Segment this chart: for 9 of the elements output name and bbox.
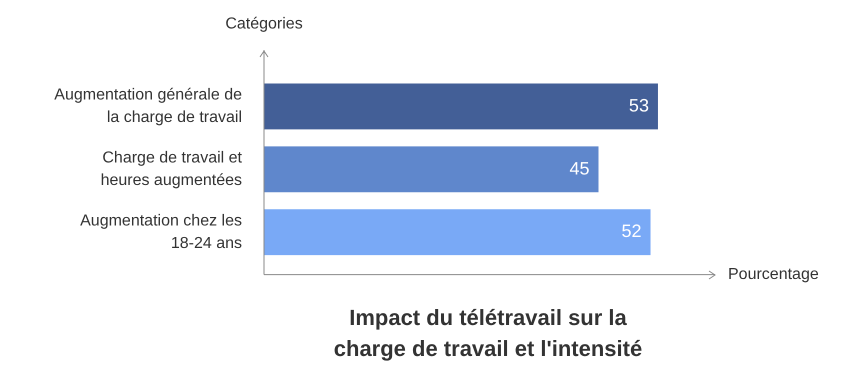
text: Impact du télétravail sur la charge de travail et l'intensité (332, 304, 644, 363)
y-tick-label: Charge de travail et heures augmentées (100, 150, 243, 189)
data-label: 52 (622, 221, 642, 242)
y-axis-title: Catégories (225, 15, 303, 32)
y-tick-label: Augmentation chez les 18-24 ans (80, 212, 242, 252)
data-label: 45 (569, 158, 590, 178)
data-label: 53 (628, 95, 649, 116)
x-axis-title: Pourcentage (728, 266, 819, 284)
y-tick-label: Augmentation générale de la charge de travail (54, 86, 242, 126)
